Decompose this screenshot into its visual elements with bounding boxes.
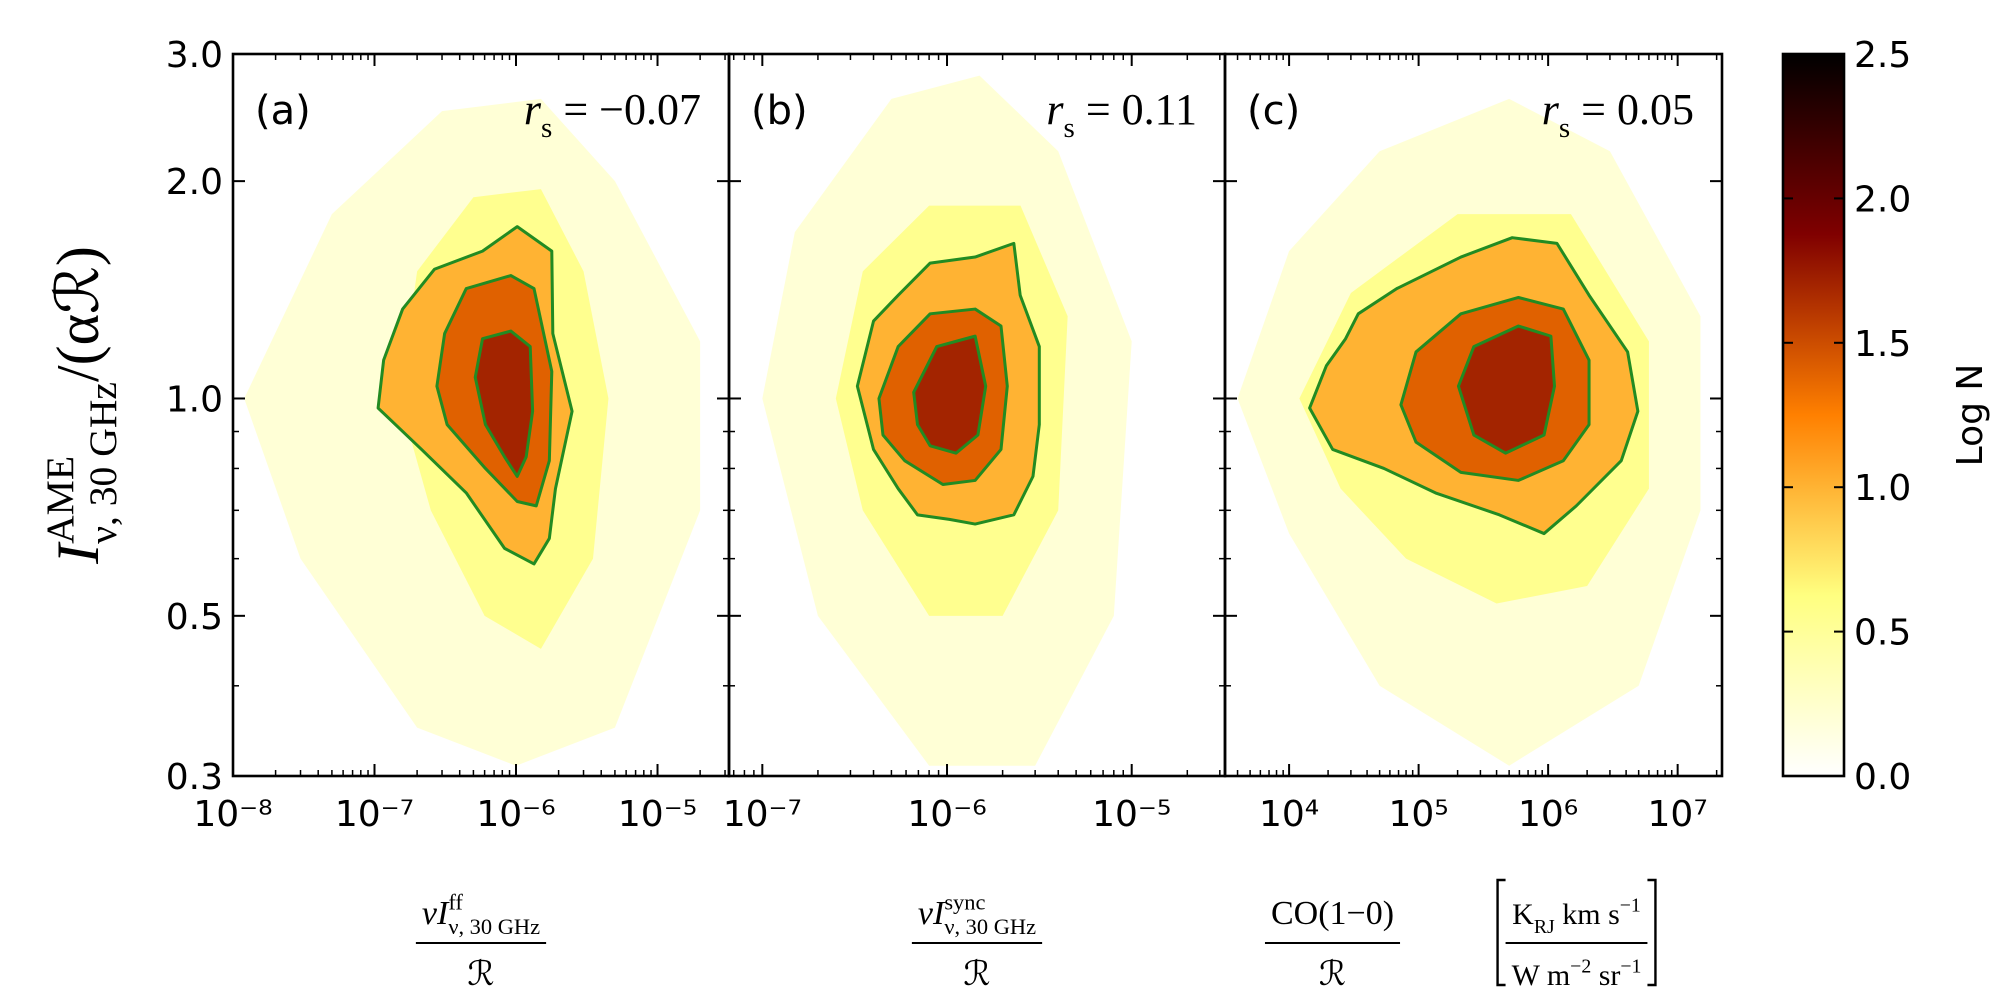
fraction-numerator: CO(1−0): [1271, 895, 1394, 932]
fraction-numerator: KRJ km s−1: [1512, 894, 1641, 938]
contour: [1456, 324, 1557, 455]
x-tick-label: 10⁻⁵: [618, 794, 697, 835]
label-part: νI: [918, 895, 946, 932]
colorbar: [1781, 52, 1846, 778]
label-part: νI: [422, 895, 450, 932]
label-part: s: [1559, 112, 1570, 144]
panel-label: (b): [751, 88, 808, 134]
panel-label: (c): [1247, 88, 1300, 134]
contour: [912, 334, 988, 455]
x-tick-label: 10⁷: [1648, 794, 1708, 835]
label-part: ff: [448, 890, 463, 915]
panel-plot: [244, 98, 701, 766]
label-part: I: [45, 541, 111, 565]
panel-label: (a): [255, 88, 311, 134]
annotation: rs = 0.05: [1542, 85, 1694, 144]
label-part: /(α: [45, 314, 111, 382]
x-label: νIff ν, 30 GHz ℛ: [415, 890, 547, 993]
fraction-numerator: νIff ν, 30 GHz: [422, 890, 540, 939]
label-part: r: [524, 85, 542, 134]
label-part: = −0.07: [552, 85, 701, 134]
label-part: ℛ: [1319, 956, 1346, 993]
axes-frame: [1223, 52, 1724, 778]
label-part: ν, 30 GHz: [448, 914, 540, 939]
label-part: ℛ: [467, 956, 494, 993]
annotation: rs = 0.11: [1046, 85, 1197, 144]
label-part: W m: [1512, 959, 1571, 992]
x-tick-label: 10⁻⁶: [476, 794, 555, 835]
label-part: km s: [1555, 898, 1620, 931]
label-part: −1: [1620, 955, 1641, 977]
colorbar-tick-label: 2.5: [1854, 35, 1911, 76]
label-part: ν, 30 GHz: [944, 914, 1036, 939]
x-tick-label: 10⁻⁷: [335, 794, 414, 835]
label-part: r: [1046, 85, 1064, 134]
label-part: sync: [944, 890, 985, 915]
fraction-denominator: W m−2 sr−1: [1512, 955, 1642, 992]
colorbar-label: Log N: [1950, 364, 1991, 467]
colorbar-tick-label: 2.0: [1854, 179, 1911, 220]
contour: [473, 329, 535, 478]
label-part: r: [1542, 85, 1560, 134]
label-part: sr: [1591, 959, 1620, 992]
y-label: IAMEν, 30 GHz/(αℛ): [38, 246, 125, 565]
x-tick-label: 10⁻⁷: [723, 794, 802, 835]
label-part: ℛ: [45, 266, 111, 314]
colorbar-tick-label: 1.5: [1854, 324, 1911, 365]
label-part: = 0.11: [1075, 85, 1197, 134]
y-tick-label: 3.0: [166, 35, 223, 76]
fraction-numerator: νIsync ν, 30 GHz: [918, 890, 1036, 939]
label-part: ν, 30 GHz: [81, 382, 125, 544]
label-part: s: [1064, 112, 1075, 144]
y-tick-label: 1.0: [166, 379, 223, 420]
label-part: −2: [1570, 955, 1591, 977]
panel-plot: [1237, 98, 1701, 766]
x-tick-label: 10⁴: [1259, 794, 1319, 835]
label-part: ): [45, 246, 111, 266]
label-part: = 0.05: [1570, 85, 1694, 134]
x-tick-label: 10⁻⁶: [907, 794, 986, 835]
label-part: ℛ: [963, 956, 990, 993]
bracket: [1496, 878, 1506, 987]
x-tick-label: 10⁵: [1388, 794, 1448, 835]
label-part: CO(1−0): [1271, 895, 1394, 932]
x-tick-label: 10⁻⁸: [193, 794, 272, 835]
x-label: νIsync ν, 30 GHz ℛ: [911, 890, 1043, 993]
x-label-unit: KRJ km s−1W m−2 sr−1: [1505, 894, 1648, 992]
x-tick-label: 10⁶: [1518, 794, 1578, 835]
x-label: CO(1−0) ℛ: [1264, 895, 1401, 993]
panel-plot: [762, 75, 1132, 766]
label-part: s: [541, 112, 552, 144]
y-tick-label: 0.3: [166, 757, 223, 798]
annotation: rs = −0.07: [524, 85, 701, 144]
label-part: K: [1512, 898, 1534, 931]
y-tick-label: 2.0: [166, 162, 223, 203]
colorbar-tick-label: 1.0: [1854, 468, 1911, 509]
colorbar-tick-label: 0.5: [1854, 613, 1911, 654]
label-part: RJ: [1534, 916, 1555, 938]
fraction-denominator: ℛ: [467, 956, 494, 993]
label-part: AME: [38, 456, 82, 544]
bracket: [1647, 878, 1657, 987]
x-tick-label: 10⁻⁵: [1092, 794, 1171, 835]
fraction-denominator: ℛ: [963, 956, 990, 993]
label-part: −1: [1620, 894, 1641, 916]
fraction-denominator: ℛ: [1319, 956, 1346, 993]
colorbar-tick-label: 0.0: [1854, 757, 1911, 798]
y-tick-label: 0.5: [166, 597, 223, 638]
